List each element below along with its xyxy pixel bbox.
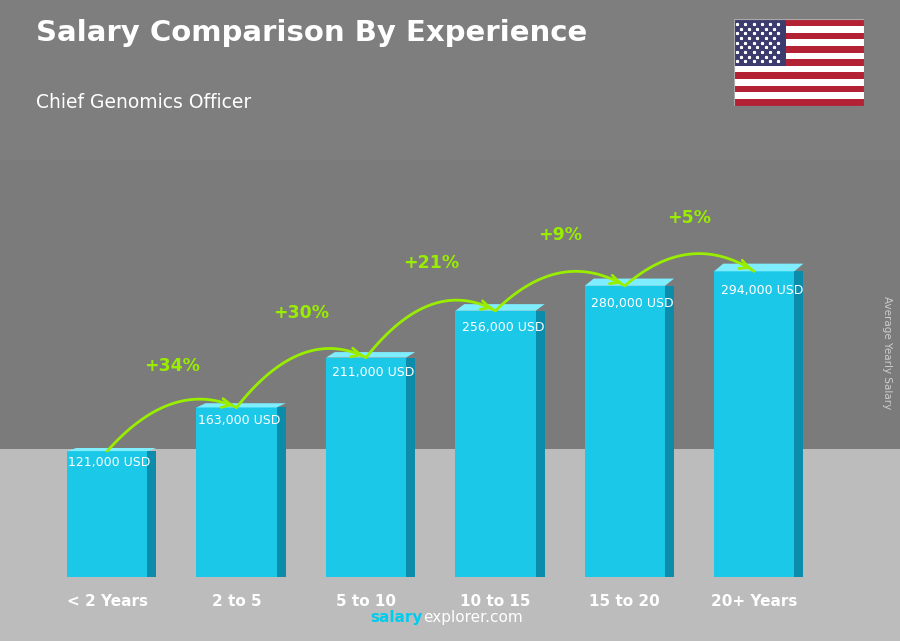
- Bar: [0, 0, 900, 160]
- Text: +34%: +34%: [144, 357, 200, 375]
- Text: 280,000 USD: 280,000 USD: [591, 297, 674, 310]
- Polygon shape: [326, 352, 415, 358]
- Text: salary: salary: [371, 610, 423, 625]
- Text: Salary Comparison By Experience: Salary Comparison By Experience: [36, 19, 587, 47]
- Bar: [734, 59, 864, 66]
- Bar: [734, 33, 864, 39]
- Polygon shape: [406, 358, 415, 577]
- Bar: [734, 39, 864, 46]
- Bar: [734, 26, 864, 33]
- Polygon shape: [585, 279, 674, 286]
- Text: +30%: +30%: [274, 304, 329, 322]
- Polygon shape: [276, 408, 286, 577]
- Bar: [734, 19, 864, 26]
- Text: +9%: +9%: [538, 226, 582, 244]
- Polygon shape: [714, 263, 804, 271]
- Bar: [734, 66, 864, 72]
- Polygon shape: [68, 448, 157, 451]
- Bar: [734, 19, 786, 66]
- Bar: [734, 53, 864, 59]
- Text: +21%: +21%: [402, 254, 459, 272]
- Text: 121,000 USD: 121,000 USD: [68, 456, 150, 469]
- Text: explorer.com: explorer.com: [423, 610, 523, 625]
- Text: 211,000 USD: 211,000 USD: [332, 367, 415, 379]
- Bar: [734, 99, 864, 106]
- Text: 163,000 USD: 163,000 USD: [198, 414, 280, 428]
- Polygon shape: [795, 271, 804, 577]
- Bar: [455, 311, 536, 577]
- Bar: [734, 92, 864, 99]
- Bar: [714, 271, 795, 577]
- Polygon shape: [148, 451, 157, 577]
- Bar: [585, 286, 665, 577]
- Polygon shape: [196, 403, 286, 408]
- Bar: [326, 358, 406, 577]
- Text: 294,000 USD: 294,000 USD: [721, 283, 803, 297]
- Text: Chief Genomics Officer: Chief Genomics Officer: [36, 93, 251, 112]
- Bar: [0, 160, 900, 449]
- Bar: [734, 46, 864, 53]
- Bar: [68, 451, 148, 577]
- Polygon shape: [455, 304, 544, 311]
- Text: 256,000 USD: 256,000 USD: [462, 321, 544, 335]
- Bar: [196, 408, 276, 577]
- Polygon shape: [536, 311, 544, 577]
- Bar: [734, 79, 864, 86]
- Text: +5%: +5%: [668, 208, 712, 227]
- Bar: [734, 86, 864, 92]
- Text: Average Yearly Salary: Average Yearly Salary: [881, 296, 892, 409]
- Bar: [734, 72, 864, 79]
- Polygon shape: [665, 286, 674, 577]
